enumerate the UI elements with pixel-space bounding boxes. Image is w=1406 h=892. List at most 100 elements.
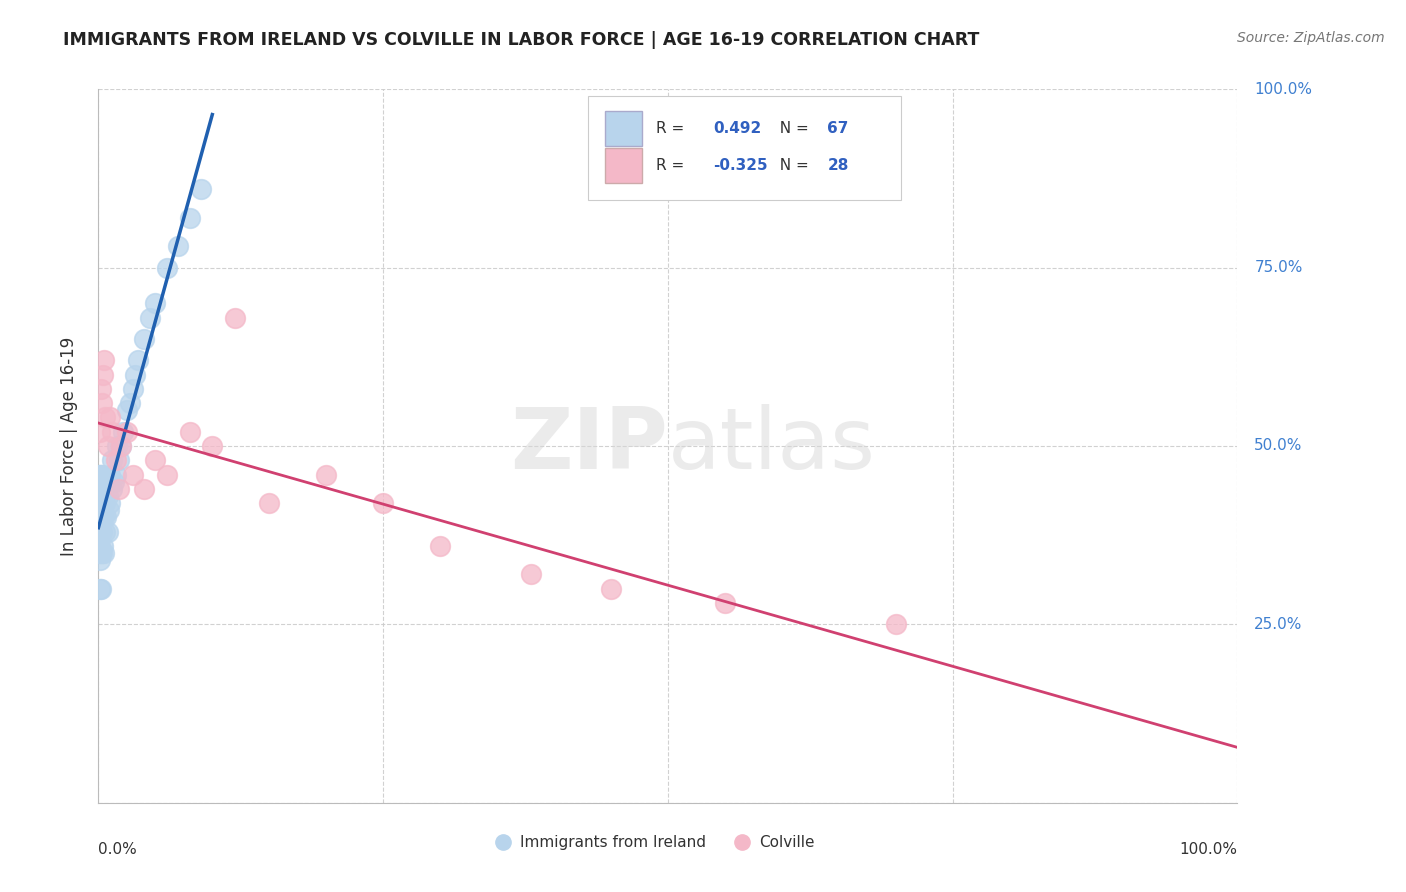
- Point: [89, 524, 111, 539]
- Text: -0.325: -0.325: [713, 158, 768, 173]
- Point: [91, 539, 114, 553]
- Point: [90, 546, 112, 560]
- Point: [89, 496, 111, 510]
- Point: [145, 453, 167, 467]
- Point: [90, 510, 112, 524]
- Text: 100.0%: 100.0%: [1180, 842, 1237, 857]
- Y-axis label: In Labor Force | Age 16-19: In Labor Force | Age 16-19: [59, 336, 77, 556]
- Point: [190, 182, 212, 196]
- Point: [93, 546, 115, 560]
- Point: [89, 425, 111, 439]
- Point: [90, 496, 112, 510]
- Text: 50.0%: 50.0%: [1254, 439, 1303, 453]
- Point: [87, 496, 110, 510]
- Point: [90, 467, 112, 482]
- Point: [87, 467, 110, 482]
- Point: [94, 496, 117, 510]
- FancyBboxPatch shape: [605, 112, 641, 145]
- Point: [90, 496, 112, 510]
- Point: [90, 582, 112, 596]
- Point: [96, 524, 118, 539]
- Point: [115, 425, 138, 439]
- Point: [110, 439, 132, 453]
- Point: [93, 510, 115, 524]
- Point: [124, 368, 146, 382]
- Point: [115, 403, 138, 417]
- Point: [105, 439, 128, 453]
- FancyBboxPatch shape: [588, 96, 901, 200]
- Point: [132, 482, 155, 496]
- Point: [112, 425, 135, 439]
- Point: [89, 524, 111, 539]
- Point: [101, 425, 124, 439]
- Text: Colville: Colville: [759, 835, 814, 849]
- Point: [120, 396, 142, 410]
- Point: [89, 539, 111, 553]
- Text: 75.0%: 75.0%: [1254, 260, 1303, 275]
- Point: [94, 410, 117, 425]
- Point: [145, 296, 167, 310]
- Point: [89, 482, 111, 496]
- Point: [89, 524, 111, 539]
- Point: [89, 582, 111, 596]
- Point: [91, 510, 114, 524]
- Point: [520, 567, 543, 582]
- Text: Immigrants from Ireland: Immigrants from Ireland: [520, 835, 706, 849]
- Point: [90, 524, 112, 539]
- Point: [89, 546, 111, 560]
- Point: [91, 482, 114, 496]
- Point: [108, 453, 131, 467]
- Point: [96, 510, 118, 524]
- Point: [167, 239, 190, 253]
- Point: [104, 453, 127, 467]
- Point: [94, 524, 117, 539]
- Point: [90, 396, 112, 410]
- Point: [371, 496, 394, 510]
- Point: [90, 467, 112, 482]
- Point: [90, 524, 112, 539]
- Point: [101, 482, 124, 496]
- Text: N =: N =: [770, 158, 814, 173]
- Point: [110, 439, 132, 453]
- Point: [201, 439, 224, 453]
- Point: [96, 439, 118, 453]
- Point: [127, 353, 149, 368]
- Text: Source: ZipAtlas.com: Source: ZipAtlas.com: [1237, 31, 1385, 45]
- Text: R =: R =: [657, 121, 689, 136]
- Point: [884, 617, 907, 632]
- Text: 0.492: 0.492: [713, 121, 762, 136]
- Text: 100.0%: 100.0%: [1254, 82, 1312, 96]
- Point: [89, 496, 111, 510]
- Point: [600, 582, 623, 596]
- Point: [259, 496, 281, 510]
- Point: [103, 475, 125, 489]
- Point: [98, 410, 121, 425]
- Point: [87, 482, 110, 496]
- Point: [179, 211, 201, 225]
- Point: [89, 553, 111, 567]
- Text: atlas: atlas: [668, 404, 876, 488]
- Point: [90, 482, 112, 496]
- Point: [97, 503, 120, 517]
- Point: [315, 467, 337, 482]
- Point: [93, 482, 115, 496]
- Text: 25.0%: 25.0%: [1254, 617, 1303, 632]
- Point: [89, 510, 111, 524]
- Text: 0.0%: 0.0%: [98, 842, 138, 857]
- Text: 67: 67: [827, 121, 849, 136]
- Point: [224, 310, 246, 325]
- Point: [156, 467, 179, 482]
- Point: [714, 596, 737, 610]
- Point: [89, 539, 111, 553]
- Point: [121, 467, 143, 482]
- Point: [179, 425, 201, 439]
- Point: [89, 482, 111, 496]
- Point: [96, 475, 118, 489]
- Point: [429, 539, 451, 553]
- Point: [91, 510, 114, 524]
- Point: [90, 546, 112, 560]
- Text: R =: R =: [657, 158, 689, 173]
- Point: [91, 368, 114, 382]
- Text: ZIP: ZIP: [510, 404, 668, 488]
- Point: [104, 467, 127, 482]
